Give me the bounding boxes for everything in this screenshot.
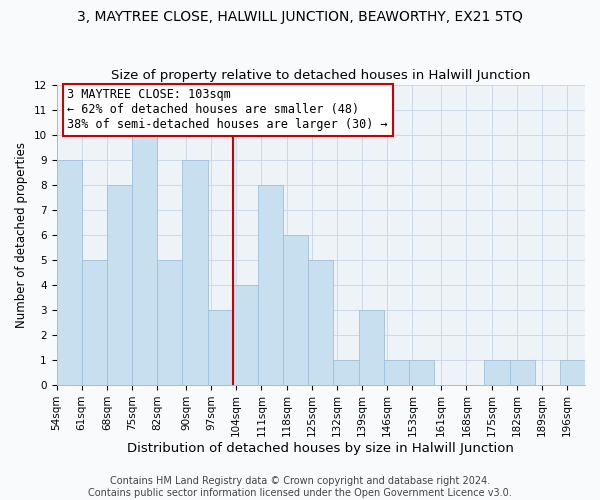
Bar — [82, 260, 107, 384]
Bar — [560, 360, 585, 384]
Bar — [258, 184, 283, 384]
X-axis label: Distribution of detached houses by size in Halwill Junction: Distribution of detached houses by size … — [127, 442, 514, 455]
Bar — [334, 360, 359, 384]
Bar — [383, 360, 409, 384]
Title: Size of property relative to detached houses in Halwill Junction: Size of property relative to detached ho… — [111, 69, 530, 82]
Text: 3 MAYTREE CLOSE: 103sqm
← 62% of detached houses are smaller (48)
38% of semi-de: 3 MAYTREE CLOSE: 103sqm ← 62% of detache… — [67, 88, 388, 132]
Bar — [283, 234, 308, 384]
Bar — [182, 160, 208, 384]
Y-axis label: Number of detached properties: Number of detached properties — [15, 142, 28, 328]
Text: Contains HM Land Registry data © Crown copyright and database right 2024.
Contai: Contains HM Land Registry data © Crown c… — [88, 476, 512, 498]
Bar — [132, 134, 157, 384]
Bar — [484, 360, 509, 384]
Bar — [308, 260, 334, 384]
Bar — [208, 310, 233, 384]
Bar — [107, 184, 132, 384]
Bar — [509, 360, 535, 384]
Bar — [157, 260, 182, 384]
Text: 3, MAYTREE CLOSE, HALWILL JUNCTION, BEAWORTHY, EX21 5TQ: 3, MAYTREE CLOSE, HALWILL JUNCTION, BEAW… — [77, 10, 523, 24]
Bar — [233, 284, 258, 384]
Bar — [359, 310, 383, 384]
Bar — [409, 360, 434, 384]
Bar — [56, 160, 82, 384]
